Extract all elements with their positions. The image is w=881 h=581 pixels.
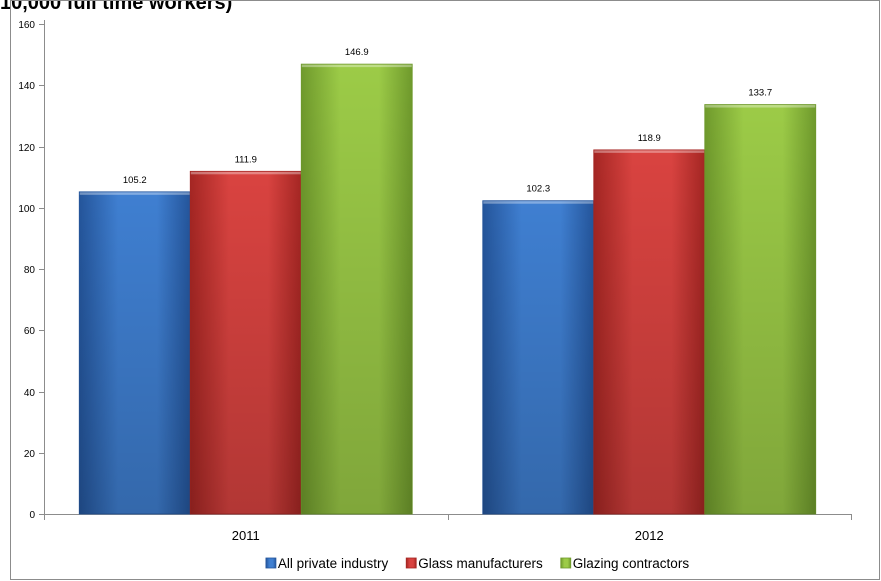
legend-label: Glazing contractors [573, 556, 690, 571]
data-label: 118.9 [638, 133, 661, 144]
bar-shade [190, 171, 302, 514]
bar-shade [704, 104, 816, 514]
x-category-label: 2011 [232, 528, 260, 543]
y-tick-label: 160 [18, 20, 35, 31]
data-label: 102.3 [526, 184, 550, 195]
y-tick-label: 0 [29, 510, 35, 521]
y-tick-label: 40 [24, 388, 36, 399]
bar-highlight [190, 171, 301, 175]
y-tick-label: 100 [18, 204, 35, 215]
y-tick-label: 60 [24, 326, 36, 337]
chart-title: 10,000 full time workers) [0, 0, 233, 14]
y-tick-label: 80 [24, 265, 36, 276]
legend-label: All private industry [278, 556, 389, 571]
data-label: 146.9 [345, 47, 369, 58]
data-label: 133.7 [748, 88, 772, 99]
bar-shade [301, 64, 413, 515]
y-tick-label: 140 [18, 81, 35, 92]
y-tick-label: 20 [24, 449, 36, 460]
x-category-label: 2012 [635, 528, 664, 543]
data-label: 111.9 [235, 154, 257, 165]
bar-highlight [301, 64, 412, 68]
legend-swatch [560, 557, 572, 569]
bar-shade [79, 191, 191, 514]
chart-border [10, 0, 880, 580]
bar-highlight [79, 192, 190, 195]
bar-highlight [705, 105, 816, 108]
data-label: 105.2 [123, 175, 147, 186]
bar-highlight [594, 150, 705, 153]
bar-highlight [483, 201, 594, 204]
bar-shade [593, 149, 705, 514]
y-tick-label: 120 [18, 143, 35, 154]
bar-shade [482, 200, 594, 515]
legend-label: Glass manufacturers [418, 556, 543, 571]
legend-swatch [405, 557, 417, 569]
legend-swatch [265, 557, 277, 569]
